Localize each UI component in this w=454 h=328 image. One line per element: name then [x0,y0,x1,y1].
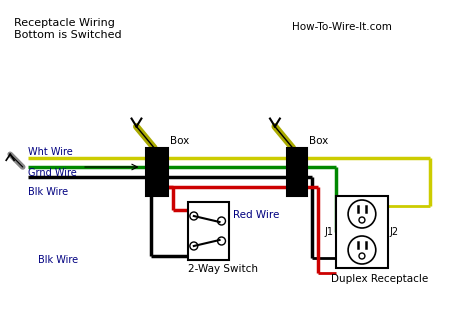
Text: Box: Box [170,136,189,146]
Circle shape [217,237,226,245]
Text: J2: J2 [390,227,399,237]
Text: Bottom is Switched: Bottom is Switched [14,30,122,40]
Text: Blk Wire: Blk Wire [38,255,78,265]
Bar [188,202,229,260]
Circle shape [348,200,376,228]
Bar [287,148,306,196]
Text: Wht Wire: Wht Wire [28,147,73,157]
Circle shape [190,242,198,250]
Text: Box: Box [309,136,328,146]
Text: Blk Wire: Blk Wire [28,187,68,197]
Text: Duplex Receptacle: Duplex Receptacle [331,274,429,284]
Text: Grnd Wire: Grnd Wire [28,168,76,178]
Circle shape [190,212,198,220]
Bar [336,196,388,268]
Text: Red Wire: Red Wire [233,210,280,220]
Circle shape [359,217,365,223]
Circle shape [359,253,365,259]
Text: 2-Way Switch: 2-Way Switch [188,264,258,274]
Circle shape [217,217,226,225]
Bar [146,148,168,196]
Text: Receptacle Wiring: Receptacle Wiring [14,18,115,28]
Text: J1: J1 [324,227,333,237]
Text: How-To-Wire-It.com: How-To-Wire-It.com [292,22,392,32]
Circle shape [348,236,376,264]
